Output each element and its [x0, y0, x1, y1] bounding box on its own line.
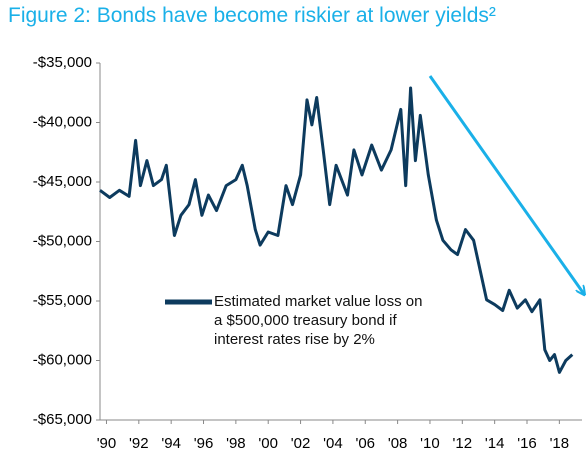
trend-arrow: [428, 75, 584, 294]
y-tick-label: -$60,000: [33, 351, 92, 368]
x-tick-label: '08: [388, 435, 408, 452]
y-tick-label: -$45,000: [33, 173, 92, 190]
x-tick-label: '94: [161, 435, 181, 452]
legend-label: Estimated market value loss on a $500,00…: [214, 293, 423, 348]
x-tick-label: '14: [485, 435, 505, 452]
x-tick-label: '04: [323, 435, 343, 452]
y-tick-label: -$55,000: [33, 292, 92, 309]
y-tick-label: -$40,000: [33, 113, 92, 130]
x-tick-label: '92: [129, 435, 149, 452]
x-tick-label: '02: [291, 435, 311, 452]
x-tick-label: '10: [420, 435, 440, 452]
x-tick-label: '16: [517, 435, 537, 452]
data-line: [99, 86, 574, 374]
y-tick-label: -$50,000: [33, 232, 92, 249]
x-tick-label: '12: [453, 435, 473, 452]
x-tick-label: '18: [550, 435, 570, 452]
x-tick-label: '96: [194, 435, 214, 452]
chart-title: Figure 2: Bonds have become riskier at l…: [8, 4, 496, 27]
x-tick-label: '00: [258, 435, 278, 452]
y-tick-label: -$65,000: [33, 411, 92, 428]
x-tick-label: '90: [97, 435, 117, 452]
x-tick-label: '98: [226, 435, 246, 452]
y-tick-label: -$35,000: [33, 54, 92, 71]
x-tick-label: '06: [355, 435, 375, 452]
